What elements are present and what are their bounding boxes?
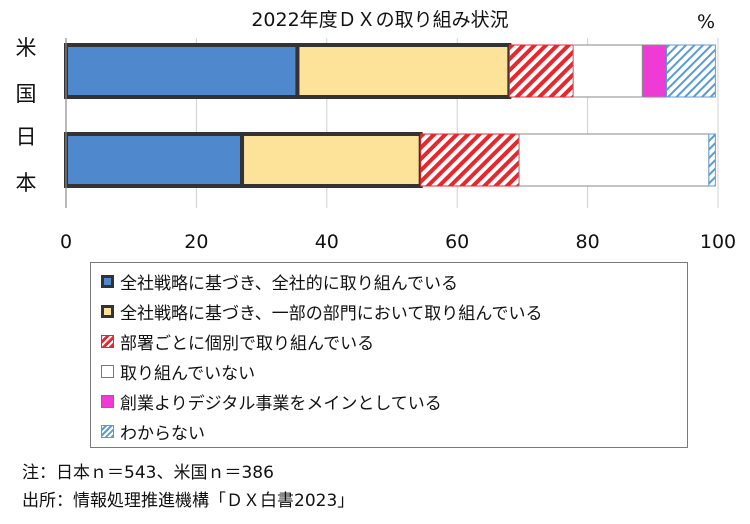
legend-item-unknown: わからない	[101, 417, 205, 445]
legend-label: 全社戦略に基づき、全社的に取り組んでいる	[120, 273, 458, 294]
legend-label: 取り組んでいない	[120, 363, 256, 384]
bar-segment	[295, 43, 512, 99]
category-label: 日本	[16, 125, 37, 195]
legend-label: わからない	[120, 423, 205, 444]
legend-swatch-yellow	[101, 304, 114, 318]
bar-segment	[708, 133, 716, 187]
x-tick-label: 60	[445, 231, 469, 253]
legend-item-not-working: 取り組んでいない	[101, 357, 255, 385]
chart-title: 2022年度ＤＸの取り組み状況	[251, 9, 508, 31]
bar-segment	[64, 43, 300, 99]
category-label: 米国	[16, 36, 37, 106]
legend-label: 全社戦略に基づき、一部の部門において取り組んでいる	[120, 303, 543, 324]
bars-group	[64, 43, 716, 188]
legend-item-partial-dept: 全社戦略に基づき、一部の部門において取り組んでいる	[101, 297, 542, 325]
x-tick-labels: 0 20 40 60 80 100	[60, 231, 736, 253]
legend-item-digital-native: 創業よりデジタル事業をメインとしている	[101, 387, 442, 415]
legend-swatch-blue	[101, 274, 114, 288]
bar-segment	[420, 133, 520, 187]
legend-swatch-red-stripes	[101, 334, 114, 348]
bar-segment	[64, 132, 245, 188]
bar-segment	[518, 133, 710, 187]
legend-swatch-magenta	[101, 394, 114, 408]
x-tick-label: 0	[60, 231, 72, 253]
unit-label: %	[697, 11, 715, 33]
bar-segment	[508, 44, 574, 98]
bar-segment	[572, 44, 643, 98]
sample-note: 注：日本ｎ＝543、米国ｎ＝386	[22, 463, 274, 483]
legend-label: 部署ごとに個別で取り組んでいる	[120, 333, 375, 354]
source-note: 出所：情報処理推進機構「ＤＸ白書2023」	[22, 491, 355, 511]
x-tick-label: 40	[315, 231, 339, 253]
legend-item-company-wide: 全社戦略に基づき、全社的に取り組んでいる	[101, 267, 458, 295]
bar-segment	[665, 44, 716, 98]
legend-item-individual-dept: 部署ごとに個別で取り組んでいる	[101, 327, 374, 355]
legend-swatch-white	[101, 364, 114, 378]
x-tick-label: 100	[700, 231, 736, 253]
bar-segment	[240, 132, 423, 188]
legend-swatch-blue-stripes	[101, 424, 114, 438]
legend-label: 創業よりデジタル事業をメインとしている	[120, 393, 442, 414]
x-tick-label: 20	[184, 231, 208, 253]
bar-segment	[641, 44, 667, 98]
legend: 全社戦略に基づき、全社的に取り組んでいる 全社戦略に基づき、一部の部門において取…	[90, 262, 688, 448]
x-tick-label: 80	[576, 231, 600, 253]
